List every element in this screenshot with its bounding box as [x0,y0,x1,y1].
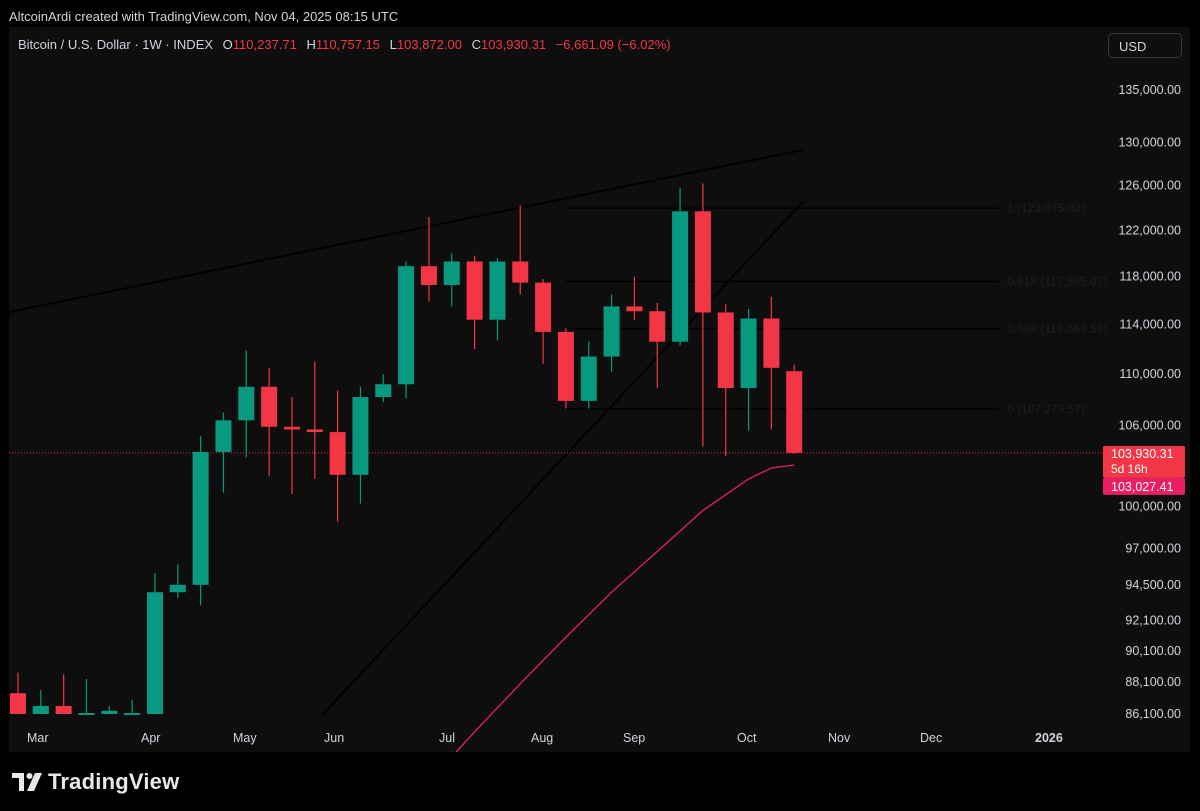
candle-body [649,311,666,342]
attribution-text: AltcoinArdi created with TradingView.com… [9,9,399,24]
trendline-support [320,200,805,717]
candle-body [375,384,392,398]
candle-body [398,266,415,385]
high-key: H [306,37,316,52]
candle-body [717,312,734,389]
open-key: O [222,37,233,52]
low-value: 103,872.00 [396,37,462,52]
candle-body [101,710,118,714]
symbol-legend: Bitcoin / U.S. Dollar · 1W · INDEX O110,… [18,37,671,52]
x-tick-label: Sep [623,731,645,745]
candlestick-chart[interactable]: 1 (123,975.02) 0.618 (117,595.07) 0.382 (1… [9,27,1190,752]
candle-body [420,266,437,285]
fib-label-0.618: 0.618 (117,595.07) [1007,274,1108,288]
candle-body [672,211,689,342]
fib-label-0: 0 (107,273.57) [1007,402,1085,416]
trendline-upper [9,148,804,314]
candle-body [352,397,369,475]
x-tick-label: 2026 [1035,731,1063,745]
x-tick-label: Aug [531,731,553,745]
candle-body [238,386,255,421]
symbol-name: Bitcoin / U.S. Dollar · 1W · INDEX [18,37,214,52]
candle-body [169,584,186,593]
x-tick-label: Dec [920,731,942,745]
candle-body [124,713,141,715]
candle-body [55,705,72,714]
moving-average-line [455,464,795,752]
x-tick-label: Jun [324,731,344,745]
currency-button[interactable]: USD [1108,33,1182,58]
y-tick-label: 97,000.00 [1125,542,1181,556]
tradingview-logo: TradingView [12,769,179,795]
candle-body [512,261,529,283]
y-tick-label: 135,000.00 [1118,83,1181,97]
candle-body [78,713,95,715]
candle-body [283,426,300,430]
open-value: 110,237.71 [232,37,297,52]
last-price-tag [1103,445,1185,478]
candle-body [306,429,323,433]
chart-pane[interactable]: Bitcoin / U.S. Dollar · 1W · INDEX O110,… [9,27,1190,752]
tradingview-logo-icon [12,773,42,791]
x-tick-label: May [233,731,257,745]
tradingview-logo-text: TradingView [48,769,180,794]
candle-body [261,386,278,427]
high-value: 110,757.15 [315,37,381,52]
y-tick-label: 100,000.00 [1118,499,1181,513]
last-price-label: 103,930.31 [1111,447,1174,461]
y-tick-label: 94,500.00 [1125,578,1181,592]
ma-price-tag [1103,477,1185,495]
candle-body [192,451,209,585]
candle-body [443,261,460,285]
candle-body [489,261,506,320]
candle-body [329,432,346,475]
candle-body [740,318,757,389]
close-key: C [471,37,481,52]
candle-body [146,592,163,714]
close-value: 103,930.31 [480,37,547,52]
candle-body [603,306,620,357]
y-tick-label: 114,000.00 [1119,318,1181,332]
y-tick-label: 90,100.00 [1125,644,1181,658]
y-tick-label: 86,100.00 [1125,707,1181,721]
candle-body [557,331,574,401]
low-key: L [389,37,397,52]
y-tick-label: 110,000.00 [1119,367,1181,381]
candle-body [32,705,49,714]
candle-body [466,261,483,320]
candle-body [580,356,597,401]
ma-price-label: 103,027.41 [1111,480,1174,494]
change-value: −6,661.09 (−6.02%) [555,37,671,52]
y-tick-label: 106,000.00 [1118,419,1181,433]
fib-label-1: 1 (123,975.02) [1007,201,1085,215]
y-tick-label: 92,100.00 [1125,614,1181,628]
candle-body [10,693,26,714]
x-tick-label: Nov [828,731,851,745]
y-tick-label: 130,000.00 [1118,135,1181,149]
x-tick-label: Oct [737,731,757,745]
candle-body [786,371,803,453]
candle-body [626,306,643,312]
candle-body [215,420,232,452]
y-tick-label: 122,000.00 [1118,223,1181,237]
countdown-label: 5d 16h [1111,462,1148,476]
x-tick-label: Mar [27,731,49,745]
x-tick-label: Apr [141,731,160,745]
candle-body [535,282,552,332]
fib-label-0.382: 0.382 (113,663.53) [1007,322,1108,336]
y-tick-label: 126,000.00 [1118,179,1181,193]
candle-body [694,211,711,313]
x-tick-label: Jul [439,731,455,745]
y-tick-label: 118,000.00 [1119,270,1181,284]
y-tick-label: 88,100.00 [1125,675,1181,689]
candle-body [763,318,780,368]
